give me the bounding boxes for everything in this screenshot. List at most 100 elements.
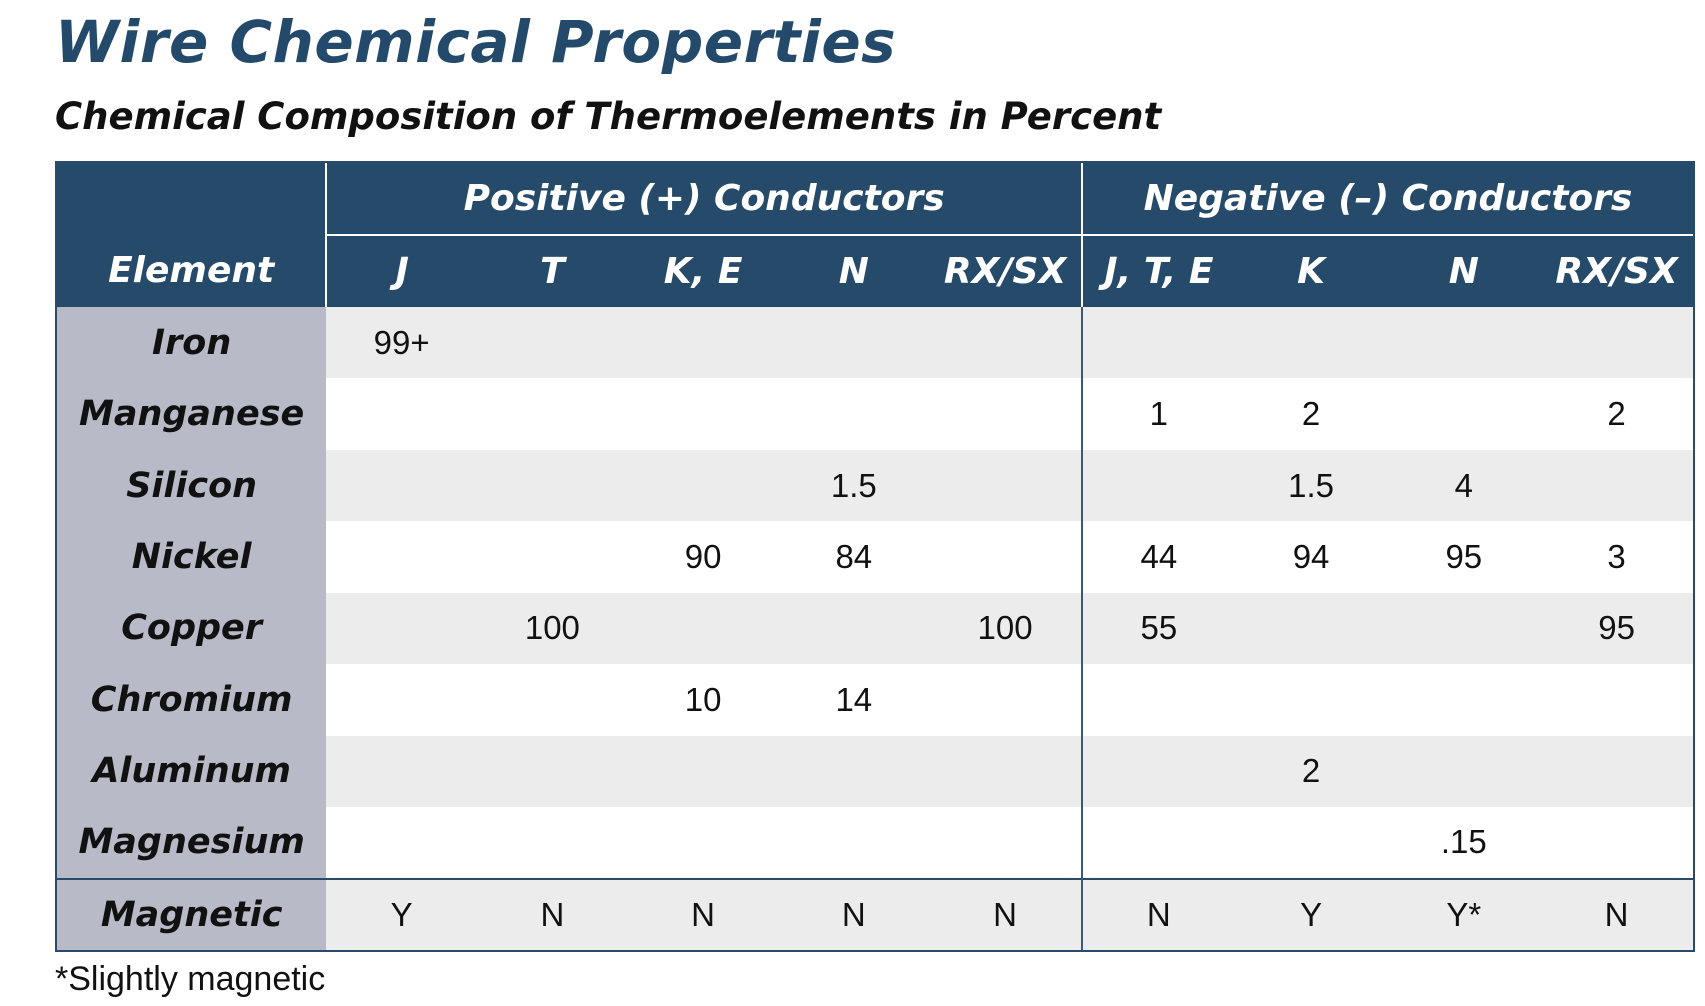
value-cell: [326, 807, 478, 879]
table-row: Copper 100 100 55 95: [57, 592, 1693, 665]
footnote: *Slightly magnetic: [55, 960, 326, 998]
value-cell: 2: [1234, 378, 1388, 450]
value-cell: 99+: [326, 307, 478, 379]
value-cell: 55: [1080, 592, 1235, 665]
value-cell: [1387, 378, 1541, 450]
positive-conductors-header: Positive (+) Conductors: [325, 163, 1082, 236]
value-cell: [929, 735, 1082, 808]
column-header: RX/SX: [1540, 235, 1693, 307]
value-cell: [627, 307, 779, 379]
value-cell: 84: [778, 521, 930, 593]
value-cell: [477, 807, 628, 879]
value-cell: [1540, 307, 1693, 379]
value-cell: 95: [1387, 521, 1541, 593]
value-cell: N: [1080, 877, 1235, 950]
value-cell: [326, 664, 478, 736]
value-cell: 44: [1080, 521, 1235, 593]
table-row: Manganese 1 2 2: [57, 378, 1693, 450]
value-cell: 2: [1540, 378, 1693, 450]
value-cell: N: [477, 877, 628, 950]
page-subtitle: Chemical Composition of Thermoelements i…: [55, 95, 1162, 138]
value-cell: 100: [477, 592, 628, 665]
value-cell: 100: [929, 592, 1082, 665]
value-cell: [627, 807, 779, 879]
value-cell: [477, 307, 628, 379]
value-cell: [1234, 807, 1388, 879]
value-cell: Y: [1234, 877, 1388, 950]
composition-table-container: Element Positive (+) Conductors Negative…: [55, 161, 1695, 952]
table-row: Silicon 1.5 1.5 4: [57, 449, 1693, 522]
value-cell: [477, 449, 628, 522]
column-header: J: [325, 235, 478, 307]
negative-conductors-header: Negative (–) Conductors: [1080, 163, 1693, 236]
value-cell: Y*: [1387, 877, 1541, 950]
element-name-cell: Silicon: [57, 449, 327, 522]
value-cell: [326, 378, 478, 450]
value-cell: .15: [1387, 807, 1541, 879]
value-cell: [627, 378, 779, 450]
value-cell: 2: [1234, 735, 1388, 808]
value-cell: [326, 592, 478, 665]
value-cell: [326, 449, 478, 522]
value-cell: [778, 592, 930, 665]
value-cell: [627, 449, 779, 522]
value-cell: N: [1540, 877, 1693, 950]
element-name-cell: Magnesium: [57, 807, 327, 879]
value-cell: [1080, 735, 1235, 808]
value-cell: [1540, 449, 1693, 522]
value-cell: [477, 521, 628, 593]
value-cell: 1.5: [1234, 449, 1388, 522]
value-cell: 1.5: [778, 449, 930, 522]
value-cell: Y: [326, 877, 478, 950]
value-cell: 10: [627, 664, 779, 736]
table-row: Magnesium .15: [57, 807, 1693, 879]
value-cell: 14: [778, 664, 930, 736]
element-name-cell: Copper: [57, 592, 327, 665]
value-cell: [1234, 592, 1388, 665]
element-name-cell: Iron: [57, 307, 327, 379]
value-cell: [1540, 735, 1693, 808]
value-cell: [1540, 664, 1693, 736]
value-cell: 94: [1234, 521, 1388, 593]
magnetic-row: Magnetic Y N N N N N Y Y* N: [57, 877, 1693, 950]
value-cell: [477, 378, 628, 450]
value-cell: 3: [1540, 521, 1693, 593]
value-cell: [477, 735, 628, 808]
element-name-cell: Chromium: [57, 664, 327, 736]
value-cell: N: [929, 877, 1082, 950]
value-cell: [929, 521, 1082, 593]
value-cell: [778, 378, 930, 450]
column-header: N: [778, 235, 930, 307]
group-header-row: Element Positive (+) Conductors Negative…: [57, 163, 1693, 307]
element-name-cell: Magnetic: [57, 877, 327, 950]
column-header-row: J T K, E N RX/SX J, T, E K N RX/SX: [57, 235, 1693, 307]
value-cell: [326, 735, 478, 808]
value-cell: 4: [1387, 449, 1541, 522]
element-name-cell: Aluminum: [57, 735, 327, 808]
value-cell: [929, 664, 1082, 736]
value-cell: [929, 378, 1082, 450]
value-cell: N: [778, 877, 930, 950]
column-header: K: [1234, 235, 1388, 307]
value-cell: [477, 664, 628, 736]
table-row: Nickel 90 84 44 94 95 3: [57, 521, 1693, 593]
value-cell: [1080, 664, 1235, 736]
value-cell: [778, 735, 930, 808]
value-cell: [1080, 807, 1235, 879]
column-header: K, E: [627, 235, 779, 307]
value-cell: [1387, 592, 1541, 665]
value-cell: [778, 307, 930, 379]
value-cell: [778, 807, 930, 879]
value-cell: [627, 592, 779, 665]
table-body: Iron 99+ Manganese 1 2 2 Silicon 1.5 1.5 4 Nickel 9…: [57, 307, 1693, 950]
value-cell: [1234, 307, 1388, 379]
page-title: Wire Chemical Properties: [55, 8, 897, 76]
value-cell: 95: [1540, 592, 1693, 665]
value-cell: [1080, 307, 1235, 379]
value-cell: [929, 807, 1082, 879]
value-cell: 1: [1080, 378, 1235, 450]
value-cell: [929, 449, 1082, 522]
column-header: RX/SX: [929, 235, 1082, 307]
value-cell: [326, 521, 478, 593]
composition-table: Element Positive (+) Conductors Negative…: [57, 163, 1693, 950]
